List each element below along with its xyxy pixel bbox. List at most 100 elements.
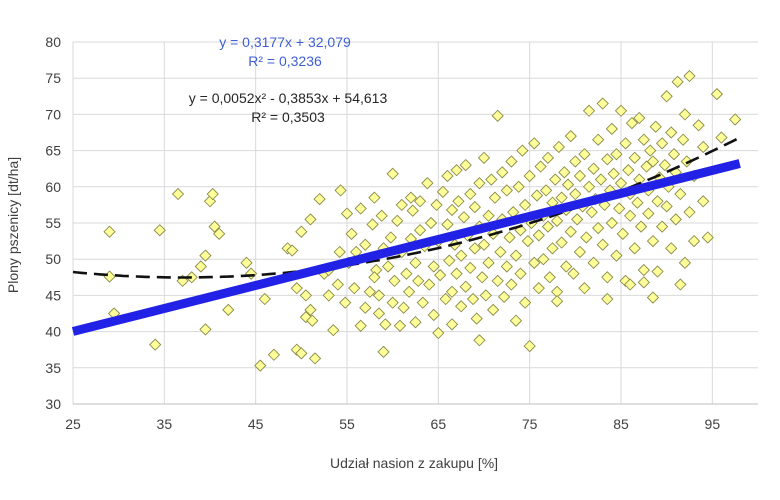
data-point: [637, 133, 650, 146]
data-point: [549, 173, 562, 186]
data-point: [622, 164, 635, 177]
linear-trendline: [71, 159, 741, 336]
data-point: [715, 131, 728, 144]
data-point: [206, 187, 219, 201]
data-point: [637, 276, 650, 289]
data-point: [497, 290, 511, 303]
data-point: [676, 133, 690, 146]
data-point: [528, 256, 541, 269]
data-point: [421, 177, 434, 190]
data-point: [683, 206, 696, 219]
data-point: [523, 169, 536, 183]
y-tick-label: 35: [45, 360, 61, 376]
data-point: [614, 177, 628, 190]
data-point: [482, 256, 495, 269]
data-point: [678, 108, 692, 121]
data-point: [359, 301, 372, 314]
data-point: [402, 285, 416, 298]
data-point: [518, 198, 532, 212]
data-point: [393, 319, 407, 332]
data-point: [660, 200, 673, 213]
data-point: [655, 220, 669, 233]
data-point: [199, 323, 212, 336]
y-axis-ticks: 30 35 40 45 50 55 60 65 70 75 80: [45, 34, 61, 412]
data-point: [334, 184, 347, 197]
data-point: [452, 195, 465, 208]
data-point: [368, 271, 381, 284]
data-point: [646, 234, 660, 248]
data-point: [509, 314, 523, 327]
data-point: [208, 220, 221, 233]
data-point: [633, 111, 646, 125]
data-point: [450, 164, 463, 177]
data-point: [541, 220, 555, 233]
data-point: [555, 191, 568, 204]
data-point: [582, 104, 596, 117]
y-tick-label: 70: [45, 106, 61, 122]
data-point: [457, 211, 471, 224]
data-point: [596, 97, 609, 110]
data-point: [423, 278, 436, 291]
data-point: [516, 144, 529, 157]
data-point: [649, 120, 662, 133]
data-point: [340, 207, 354, 220]
data-point: [587, 256, 600, 269]
data-point: [400, 267, 413, 280]
data-point: [409, 256, 422, 269]
data-point: [642, 207, 655, 220]
data-point: [569, 187, 582, 201]
x-tick-label: 65: [431, 416, 447, 432]
data-point: [381, 260, 395, 273]
data-point: [655, 137, 669, 150]
data-point: [459, 158, 472, 172]
data-point: [512, 180, 525, 193]
data-point: [267, 348, 281, 361]
data-point: [308, 352, 322, 365]
data-point: [674, 278, 687, 291]
data-point: [614, 104, 628, 117]
data-point: [386, 296, 399, 309]
data-point: [468, 242, 482, 255]
data-point: [518, 296, 532, 309]
data-point: [153, 224, 166, 237]
data-point: [601, 271, 614, 284]
data-point: [550, 214, 564, 227]
data-point: [532, 282, 545, 295]
data-point: [434, 268, 447, 282]
data-point: [651, 195, 664, 208]
data-point: [494, 245, 507, 259]
data-point: [669, 213, 682, 226]
data-point: [623, 278, 637, 291]
data-point: [488, 191, 502, 204]
data-point: [505, 278, 518, 291]
data-point: [503, 231, 516, 244]
y-tick-label: 55: [45, 215, 61, 231]
data-point: [683, 69, 696, 83]
data-point: [667, 148, 681, 161]
y-tick-label: 45: [45, 287, 61, 303]
polynomial-equation: y = 0,0052x² - 0,3853x + 54,613: [189, 90, 388, 106]
data-point: [514, 267, 527, 280]
data-point: [103, 270, 116, 283]
data-point: [363, 285, 376, 298]
data-point: [468, 200, 482, 214]
data-point: [424, 216, 438, 230]
data-point: [473, 177, 486, 190]
data-point: [671, 75, 684, 88]
data-point: [331, 278, 345, 291]
data-point: [427, 260, 440, 273]
data-point: [441, 218, 454, 231]
data-point: [665, 242, 678, 255]
data-point: [427, 308, 440, 322]
data-point: [509, 249, 523, 262]
data-point: [596, 238, 609, 251]
data-point: [674, 187, 687, 201]
data-point: [304, 303, 317, 317]
y-tick-label: 80: [45, 34, 61, 50]
data-point: [477, 238, 491, 251]
data-point: [658, 158, 671, 172]
data-point: [345, 227, 358, 240]
data-point: [550, 295, 564, 308]
data-point: [555, 236, 568, 249]
